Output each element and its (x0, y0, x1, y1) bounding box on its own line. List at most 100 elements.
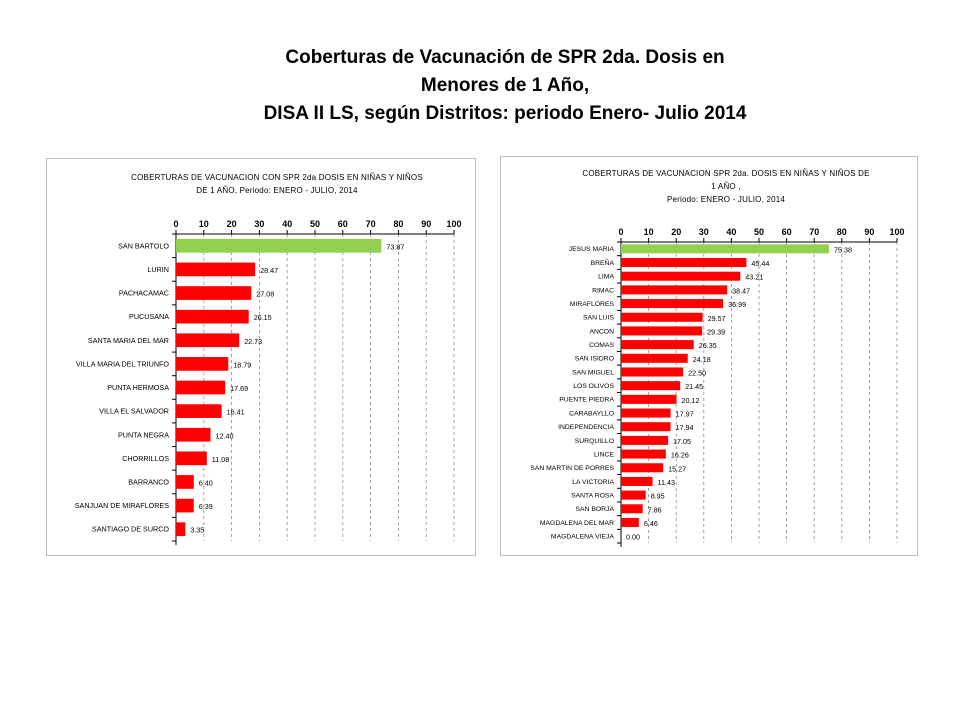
chart-left-plot: 0 10 20 30 40 50 60 70 80 90 100 SAN BARTOLO 73.87 LU… (75, 219, 462, 545)
chart-right-value-label: 75.38 (834, 245, 852, 254)
chart-left-category-label: VILLA MARIA DEL TRIUNFO (76, 359, 169, 368)
chart-right-category-label: SANTA ROSA (571, 492, 614, 499)
chart-right-plot: 0 10 20 30 40 50 60 70 80 90 100 JESUS MARIA 75.38 BR… (530, 227, 905, 547)
chart-right-tick-label: 30 (699, 227, 709, 237)
page-title-line-2: Menores de 1 Año, (420, 75, 590, 96)
chart-right-value-label: 38.47 (732, 286, 750, 295)
chart-right-value-label: 11.43 (658, 478, 675, 487)
chart-left-category-label: SANTA MARIA DEL MAR (88, 336, 169, 345)
chart-right: COBERTURAS DE VACUNACION SPR 2da. DOSIS … (500, 156, 918, 556)
chart-right-title-line-3: Periodo: ENERO - JULIO, 2014 (666, 195, 786, 204)
chart-right-value-label: 17.05 (673, 437, 691, 446)
chart-right-bar (621, 381, 681, 391)
chart-left-category-label: CHORRILLOS (122, 454, 169, 463)
chart-right-category-label: SAN MIGUEL (572, 369, 614, 376)
chart-left-bar (176, 475, 194, 489)
chart-right-value-label: 17.94 (676, 423, 694, 432)
chart-left-value-label: 26.15 (254, 313, 272, 322)
chart-right-tick-label: 10 (644, 227, 654, 237)
chart-right-category-label: LINCE (594, 451, 614, 458)
chart-right-tick-label: 70 (809, 227, 819, 237)
chart-right-value-label: 29.57 (708, 314, 726, 323)
chart-left-bar (176, 451, 207, 466)
chart-left-value-label: 17.69 (230, 384, 248, 393)
chart-right-value-label: 17.97 (676, 410, 694, 419)
chart-right-value-label: 0.00 (626, 533, 640, 542)
chart-right-tick-label: 100 (889, 227, 904, 237)
chart-right-tick-label: 0 (618, 227, 623, 237)
chart-left-value-label: 28.47 (260, 266, 278, 275)
chart-right-bar (621, 367, 684, 377)
chart-left-bar (176, 309, 249, 324)
chart-left-value-label: 6.40 (199, 478, 213, 487)
chart-right-value-label: 45.44 (751, 259, 769, 268)
chart-left-category-label: BARRANCO (128, 477, 169, 486)
chart-right-category-label: SURQUILLO (575, 438, 614, 445)
chart-right-category-label: LOS OLIVOS (573, 383, 614, 390)
chart-left-value-label: 6.39 (199, 502, 213, 511)
chart-left-category-label: VILLA EL SALVADOR (99, 407, 169, 416)
chart-right-tick-label: 80 (837, 227, 847, 237)
chart-left-tick-label: 0 (173, 219, 178, 229)
chart-left-category-label: PUCUSANA (129, 312, 169, 321)
chart-left-value-label: 73.87 (386, 242, 404, 251)
chart-right-bar (621, 394, 677, 404)
chart-right-bar (621, 244, 830, 254)
chart-right-bar (621, 353, 688, 363)
chart-right-bar (621, 504, 643, 514)
chart-left-tick-label: 100 (446, 219, 461, 229)
chart-right-tick-label: 40 (726, 227, 736, 237)
chart-right-category-label: SAN LUIS (583, 315, 614, 322)
chart-right-tick-label: 90 (864, 227, 874, 237)
chart-left-value-label: 18.79 (233, 360, 251, 369)
chart-left-category-label: SANJUAN DE MIRAFLORES (75, 501, 169, 510)
chart-right-category-label: SAN BORJA (575, 506, 614, 513)
chart-right-category-label: MAGDALENA VIEJA (551, 534, 615, 541)
chart-right-value-label: 6.46 (644, 519, 658, 528)
chart-left-bar (176, 357, 229, 371)
chart-right-category-label: BREÑA (591, 258, 615, 267)
chart-right-bar (621, 312, 703, 322)
chart-right-category-label: RIMAC (592, 287, 614, 294)
page-title: Coberturas de Vacunación de SPR 2da. Dos… (0, 44, 960, 128)
chart-right-bar (621, 463, 664, 473)
chart-right-category-label: LA VICTORIA (572, 479, 614, 486)
chart-right-title: COBERTURAS DE VACUNACION SPR 2da. DOSIS … (531, 167, 921, 206)
chart-left-tick-label: 10 (199, 219, 209, 229)
chart-right-bar (621, 422, 671, 432)
chart-left-tick-label: 80 (393, 219, 403, 229)
chart-right-bar (621, 299, 724, 309)
chart-right-category-label: PUENTE PIEDRA (559, 397, 614, 404)
chart-left-value-label: 22.73 (244, 337, 262, 346)
chart-right-category-label: SAN ISIDRO (575, 356, 614, 363)
chart-right-value-label: 36.99 (728, 300, 746, 309)
chart-right-category-label: COMAS (589, 342, 614, 349)
chart-right-value-label: 7.86 (648, 505, 662, 514)
chart-left-tick-label: 60 (338, 219, 348, 229)
chart-right-category-label: MAGDALENA DEL MAR (540, 520, 614, 527)
chart-left-tick-label: 90 (421, 219, 431, 229)
chart-left-category-label: SANTIAGO DE SURCO (92, 525, 169, 534)
chart-left-tick-label: 30 (254, 219, 264, 229)
chart-left-tick-label: 40 (282, 219, 292, 229)
chart-left-bar (176, 380, 226, 395)
chart-right-bar (621, 449, 666, 459)
page-title-line-1: Coberturas de Vacunación de SPR 2da. Dos… (285, 47, 725, 68)
chart-right-bar (621, 340, 694, 350)
chart-right-tick-label: 20 (671, 227, 681, 237)
chart-right-category-label: JESUS MARIA (569, 246, 615, 253)
chart-right-category-label: SAN MARTIN DE PORRES (530, 465, 614, 472)
chart-left-tick-label: 70 (366, 219, 376, 229)
chart-right-bar (621, 258, 747, 268)
chart-left-bar (176, 238, 382, 253)
chart-left-bar (176, 404, 222, 418)
chart-right-title-line-1: COBERTURAS DE VACUNACION SPR 2da. DOSIS … (582, 169, 870, 178)
chart-left-value-label: 27.08 (256, 290, 274, 299)
chart-left-bar (176, 286, 252, 300)
chart-left-tick-label: 50 (310, 219, 320, 229)
chart-right-tick-label: 50 (754, 227, 764, 237)
chart-left-value-label: 12.40 (215, 431, 233, 440)
chart-left-value-label: 16.41 (227, 408, 245, 417)
chart-left-title-line-1: COBERTURAS DE VACUNACION CON SPR 2da DOS… (131, 173, 423, 182)
chart-right-category-label: INDEPENDENCIA (558, 424, 614, 431)
